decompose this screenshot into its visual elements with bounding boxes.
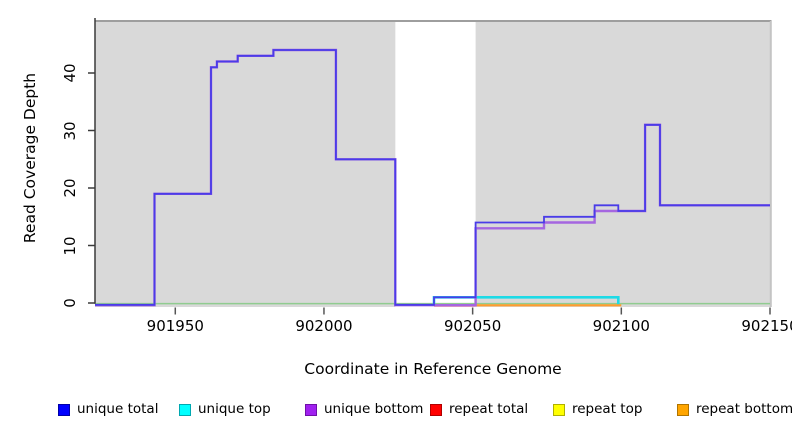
legend-label: unique bottom — [324, 401, 424, 417]
y-axis-label: Read Coverage Depth — [21, 72, 39, 244]
legend-label: repeat bottom — [696, 401, 792, 417]
legend-swatch-icon — [179, 403, 191, 416]
legend-item-unique-total: unique total — [58, 402, 158, 417]
x-axis-label: Coordinate in Reference Genome — [304, 360, 562, 378]
legend-item-unique-top: unique top — [179, 402, 271, 417]
x-tick-label: 902050 — [444, 317, 502, 335]
x-tick-label: 901950 — [146, 317, 204, 335]
legend-label: unique total — [77, 401, 159, 417]
y-tick-label: 0 — [61, 298, 79, 308]
legend-swatch-icon — [430, 403, 442, 416]
legend-label: unique top — [198, 401, 271, 417]
legend-item-repeat-total: repeat total — [430, 402, 528, 417]
legend-item-repeat-top: repeat top — [553, 402, 642, 417]
legend-swatch-icon — [305, 403, 317, 416]
legend-swatch-icon — [58, 403, 70, 416]
y-tick-label: 20 — [61, 178, 79, 198]
legend-swatch-icon — [553, 403, 565, 416]
legend-label: repeat top — [572, 401, 643, 417]
y-tick-label: 10 — [61, 235, 79, 256]
legend-label: repeat total — [449, 401, 529, 417]
legend-item-repeat-bottom: repeat bottom — [677, 402, 792, 417]
y-tick-label: 40 — [61, 63, 79, 83]
legend-swatch-icon — [677, 403, 689, 416]
y-tick-label: 30 — [61, 120, 79, 141]
series-unique_total-line — [95, 49, 770, 306]
x-tick-label: 902100 — [592, 317, 650, 335]
x-tick-label: 902000 — [295, 317, 353, 335]
gap-region-band — [395, 22, 476, 307]
legend-item-unique-bottom: unique bottom — [305, 402, 423, 417]
